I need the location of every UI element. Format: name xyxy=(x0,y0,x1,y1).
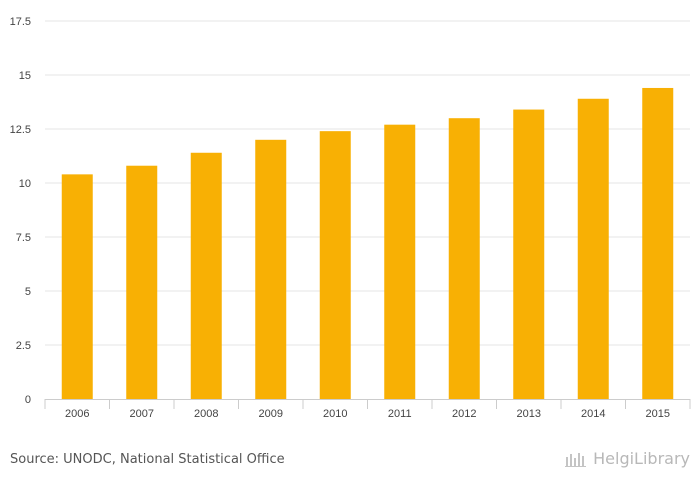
y-tick-label: 12.5 xyxy=(10,124,31,136)
x-tick-label: 2008 xyxy=(194,408,218,420)
y-tick-label: 2.5 xyxy=(16,340,31,352)
x-tick-label: 2011 xyxy=(388,408,412,420)
y-tick-label: 10 xyxy=(19,178,31,190)
x-tick-label: 2009 xyxy=(259,408,283,420)
x-tick-label: 2006 xyxy=(65,408,89,420)
library-icon xyxy=(565,452,587,467)
y-tick-label: 7.5 xyxy=(16,232,31,244)
brand-logo[interactable]: HelgiLibrary xyxy=(565,449,690,468)
x-tick-label: 2012 xyxy=(452,408,476,420)
bar xyxy=(384,124,416,400)
x-tick-label: 2015 xyxy=(646,408,670,420)
bar-chart: 0 2.5 5 7.5 10 12.5 15 17.5 2006 2007 2008 2009 2010… xyxy=(10,16,691,420)
x-tick-label: 2014 xyxy=(581,408,605,420)
y-tick-label: 0 xyxy=(25,394,31,406)
brand-name: HelgiLibrary xyxy=(593,449,690,468)
bar xyxy=(513,109,545,399)
bar xyxy=(577,98,609,399)
y-tick-label: 17.5 xyxy=(10,16,31,28)
x-tick-label: 2013 xyxy=(517,408,541,420)
bar xyxy=(126,165,158,399)
bar xyxy=(190,152,222,399)
y-tick-label: 15 xyxy=(19,70,31,82)
chart-footer: Source: UNODC, National Statistical Offi… xyxy=(0,440,700,483)
bar xyxy=(255,139,287,400)
bar xyxy=(642,87,674,400)
y-tick-label: 5 xyxy=(25,286,31,298)
x-tick-label: 2007 xyxy=(130,408,154,420)
bar xyxy=(448,118,480,399)
bar xyxy=(61,174,93,399)
source-note: Source: UNODC, National Statistical Offi… xyxy=(10,452,285,467)
x-tick-label: 2010 xyxy=(323,408,347,420)
bar xyxy=(319,131,351,399)
